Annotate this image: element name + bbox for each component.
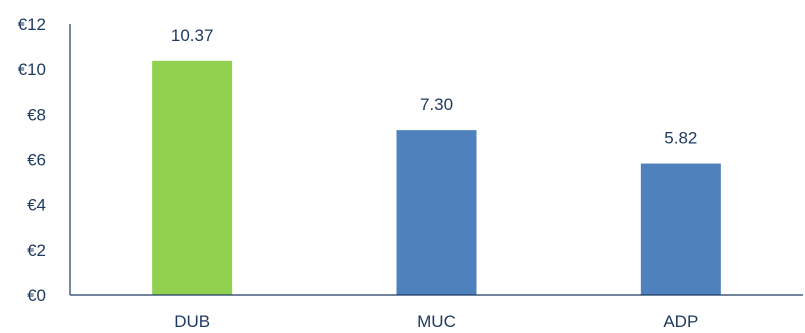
y-tick-label: €2 [27,241,46,260]
x-axis: DUB MUC ADP [70,294,803,331]
y-tick-label: €0 [27,286,46,305]
y-tick-label: €6 [27,151,46,170]
y-tick-label: €4 [27,196,46,215]
data-label-dub: 10.37 [171,26,214,45]
data-label-muc: 7.30 [420,95,453,114]
bar-adp [640,163,721,295]
bar-dub [152,60,233,295]
bar-muc [396,130,477,295]
bars [152,60,721,295]
y-axis: €0 €2 €4 €6 €8 €10 €12 [18,15,71,305]
y-tick-label: €12 [18,15,46,34]
y-tick-label: €8 [27,105,46,124]
category-label-dub: DUB [174,312,210,331]
data-label-adp: 5.82 [664,129,697,148]
y-tick-label: €10 [18,60,46,79]
category-label-adp: ADP [663,312,698,331]
category-label-muc: MUC [417,312,456,331]
data-labels: 10.37 7.30 5.82 [171,26,697,148]
